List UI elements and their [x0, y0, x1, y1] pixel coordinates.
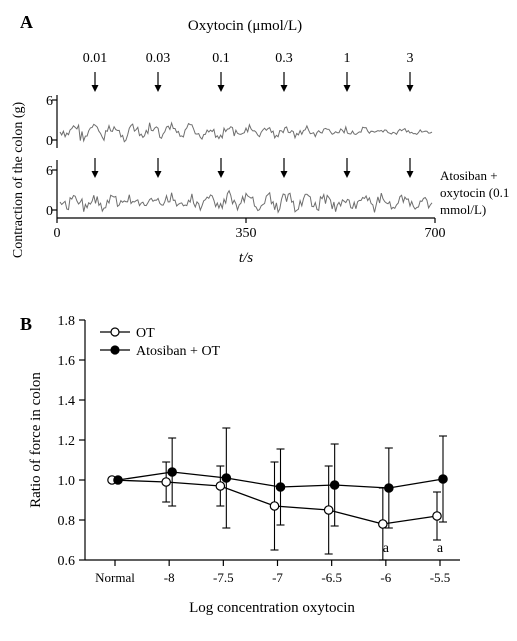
panel-b-ytick-label: 1.8: [58, 314, 76, 329]
significance-annot: a: [383, 541, 390, 556]
panel-b-xtick-label: -6.5: [321, 570, 342, 585]
figure-svg: A Oxytocin (μmol/L) Contraction of the c…: [0, 0, 517, 641]
marker-filled-icon: [222, 474, 230, 482]
panel-b-xticks: Normal -8 -7.5 -7 -6.5 -6 -5.5: [95, 560, 450, 585]
panel-a-ytick-0: 6: [46, 94, 53, 109]
dose-arrow-icon: [281, 85, 288, 92]
panel-a-title: Oxytocin (μmol/L): [188, 18, 302, 34]
panel-a-ytick-1: 0: [46, 134, 53, 149]
dose-arrow-icon: [344, 171, 351, 178]
significance-annot: a: [437, 541, 444, 556]
dose-label: 0.3: [275, 51, 293, 66]
panel-a-side-2: oxytocin (0.1: [440, 185, 509, 200]
marker-filled-icon: [276, 483, 284, 491]
dose-arrow-icon: [344, 85, 351, 92]
marker-open-icon: [216, 482, 224, 490]
dose-arrow-icon: [155, 85, 162, 92]
panel-b-annotations: aa: [383, 541, 444, 556]
dose-label: 0.1: [212, 51, 230, 66]
panel-a-label: A: [20, 12, 33, 32]
dose-arrow-icon: [218, 171, 225, 178]
panel-b-xlabel: Log concentration oxytocin: [189, 600, 355, 616]
legend-label-0: OT: [136, 326, 155, 341]
panel-b-series: [108, 428, 447, 560]
marker-filled-icon: [114, 476, 122, 484]
panel-a-ytick-3: 0: [46, 204, 53, 219]
dose-arrow-icon: [92, 85, 99, 92]
panel-a-side-3: mmol/L): [440, 202, 486, 217]
figure-root: A Oxytocin (μmol/L) Contraction of the c…: [0, 0, 517, 641]
panel-a-trace-bottom: [60, 191, 432, 213]
dose-arrow-icon: [281, 171, 288, 178]
panel-a: A Oxytocin (μmol/L) Contraction of the c…: [11, 12, 509, 266]
panel-b-label: B: [20, 314, 32, 334]
panel-b-ytick-label: 0.8: [58, 514, 76, 529]
panel-b-xtick-label: -8: [164, 570, 175, 585]
panel-a-xtick-1: 350: [236, 226, 257, 241]
dose-arrow-icon: [407, 171, 414, 178]
dose-label: 0.01: [83, 51, 108, 66]
dose-label: 0.03: [146, 51, 171, 66]
panel-b-xtick-label: Normal: [95, 570, 135, 585]
panel-a-doses: 0.01 0.03 0.1 0.3 1 3: [83, 51, 414, 178]
panel-a-trace-top: [60, 123, 432, 142]
legend-label-1: Atosiban + OT: [136, 344, 221, 359]
panel-b-ytick-label: 1.2: [58, 434, 76, 449]
dose-label: 3: [407, 51, 414, 66]
panel-b-xtick-label: -7.5: [213, 570, 234, 585]
dose-label: 1: [344, 51, 351, 66]
marker-open-icon: [162, 478, 170, 486]
panel-b-ytick-label: 1.0: [58, 474, 76, 489]
panel-b-legend: OT Atosiban + OT: [100, 326, 221, 359]
panel-a-xtick-2: 700: [425, 226, 446, 241]
panel-b-ylabel: Ratio of force in colon: [28, 372, 44, 508]
panel-a-xlabel: t/s: [239, 250, 253, 266]
legend-marker-filled-icon: [111, 346, 119, 354]
panel-b-ytick-label: 0.6: [58, 554, 76, 569]
panel-b-xtick-label: -6: [380, 570, 391, 585]
marker-filled-icon: [385, 484, 393, 492]
marker-open-icon: [324, 506, 332, 514]
panel-b-ytick-label: 1.4: [58, 394, 76, 409]
panel-b: B 0.6 0.8 1.0 1.2 1.4 1.6 1.8 Normal -8 -7.5 -7 -6…: [20, 314, 460, 616]
dose-arrow-icon: [407, 85, 414, 92]
marker-open-icon: [270, 502, 278, 510]
dose-arrow-icon: [218, 85, 225, 92]
marker-filled-icon: [439, 475, 447, 483]
panel-b-xtick-label: -7: [272, 570, 283, 585]
marker-open-icon: [433, 512, 441, 520]
marker-filled-icon: [168, 468, 176, 476]
marker-open-icon: [379, 520, 387, 528]
dose-arrow-icon: [155, 171, 162, 178]
marker-filled-icon: [330, 481, 338, 489]
panel-a-side-1: Atosiban +: [440, 168, 498, 183]
panel-b-yticks: 0.6 0.8 1.0 1.2 1.4 1.6 1.8: [58, 314, 86, 569]
panel-b-xtick-label: -5.5: [430, 570, 451, 585]
panel-b-ytick-label: 1.6: [58, 354, 76, 369]
panel-a-ytick-2: 6: [46, 164, 53, 179]
legend-marker-open-icon: [111, 328, 119, 336]
panel-a-ylabel: Contraction of the colon (g): [11, 102, 26, 259]
dose-arrow-icon: [92, 171, 99, 178]
panel-a-xtick-0: 0: [54, 226, 61, 241]
